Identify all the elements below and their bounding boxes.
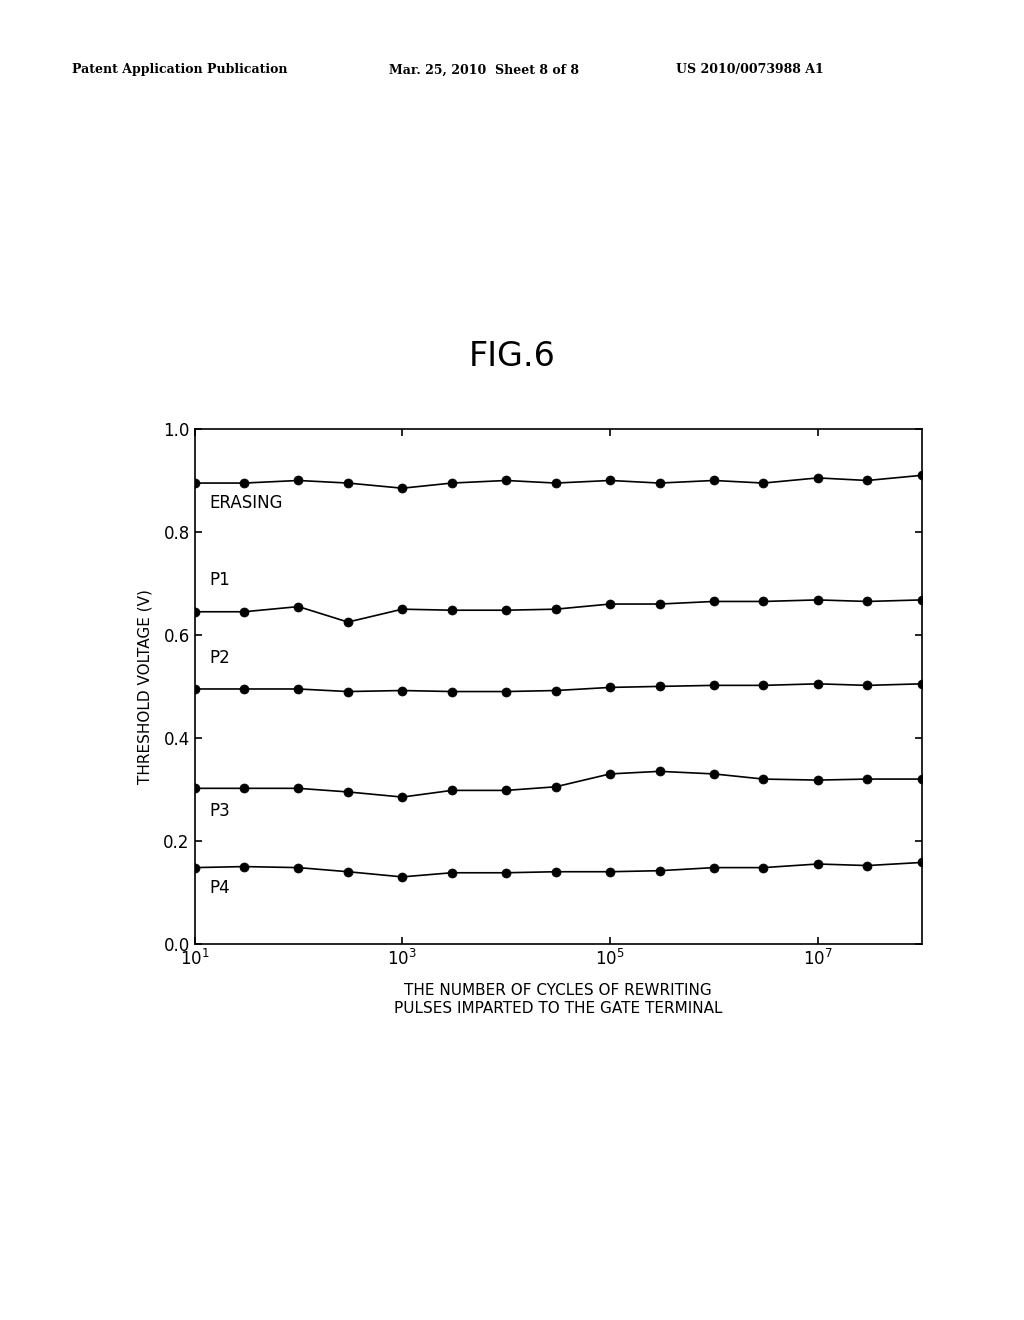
- Text: P2: P2: [210, 648, 230, 667]
- Text: THE NUMBER OF CYCLES OF REWRITING
PULSES IMPARTED TO THE GATE TERMINAL: THE NUMBER OF CYCLES OF REWRITING PULSES…: [394, 983, 722, 1016]
- Text: P3: P3: [210, 803, 230, 820]
- Text: Mar. 25, 2010  Sheet 8 of 8: Mar. 25, 2010 Sheet 8 of 8: [389, 63, 580, 77]
- Text: P4: P4: [210, 879, 230, 898]
- Y-axis label: THRESHOLD VOLTAGE (V): THRESHOLD VOLTAGE (V): [137, 589, 153, 784]
- Text: P1: P1: [210, 572, 230, 589]
- Text: US 2010/0073988 A1: US 2010/0073988 A1: [676, 63, 823, 77]
- Text: ERASING: ERASING: [210, 494, 284, 512]
- Text: Patent Application Publication: Patent Application Publication: [72, 63, 287, 77]
- Text: FIG.6: FIG.6: [469, 339, 555, 372]
